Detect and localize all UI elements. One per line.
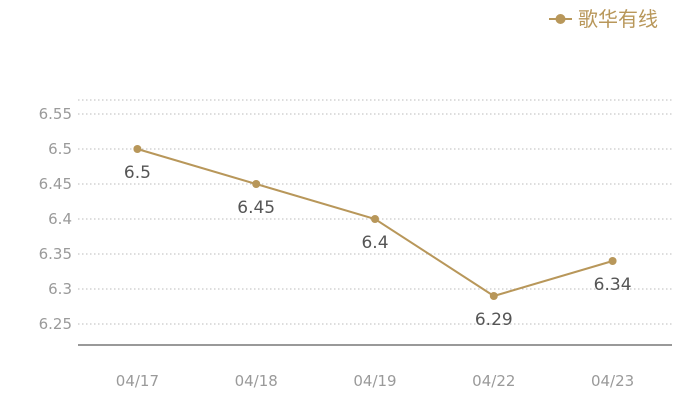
x-tick-label: 04/19 xyxy=(353,372,396,390)
x-tick-label: 04/17 xyxy=(116,372,159,390)
legend-dot-marker xyxy=(555,14,566,24)
series-layer xyxy=(133,145,617,300)
x-tick-label: 04/22 xyxy=(472,372,515,390)
x-tick-label: 04/23 xyxy=(591,372,634,390)
data-point xyxy=(371,215,379,223)
data-label: 6.5 xyxy=(124,163,151,183)
y-tick-label: 6.3 xyxy=(48,280,72,298)
data-label: 6.45 xyxy=(237,198,275,218)
x-tick-label: 04/18 xyxy=(235,372,278,390)
data-point xyxy=(252,180,261,188)
data-point xyxy=(489,292,498,300)
y-tick-label: 6.55 xyxy=(39,105,72,123)
x-axis-ticks: 04/17 04/18 04/19 04/22 04/23 xyxy=(116,372,634,390)
y-tick-label: 6.35 xyxy=(39,245,72,263)
data-label: 6.29 xyxy=(475,310,513,330)
grid-layer xyxy=(78,99,672,325)
data-label: 6.4 xyxy=(361,233,388,253)
data-point xyxy=(133,145,142,153)
y-tick-label: 6.5 xyxy=(48,140,72,158)
data-label: 6.34 xyxy=(594,275,632,295)
y-tick-label: 6.25 xyxy=(39,315,72,333)
y-tick-label: 6.4 xyxy=(48,210,72,228)
legend: 歌华有线 xyxy=(549,7,658,31)
data-point xyxy=(608,257,617,265)
data-labels: 6.5 6.45 6.4 6.29 6.34 xyxy=(124,163,632,330)
y-axis-ticks: 6.25 6.3 6.35 6.4 6.45 6.5 6.55 xyxy=(39,105,72,333)
y-tick-label: 6.45 xyxy=(39,175,72,193)
legend-label: 歌华有线 xyxy=(578,7,658,31)
